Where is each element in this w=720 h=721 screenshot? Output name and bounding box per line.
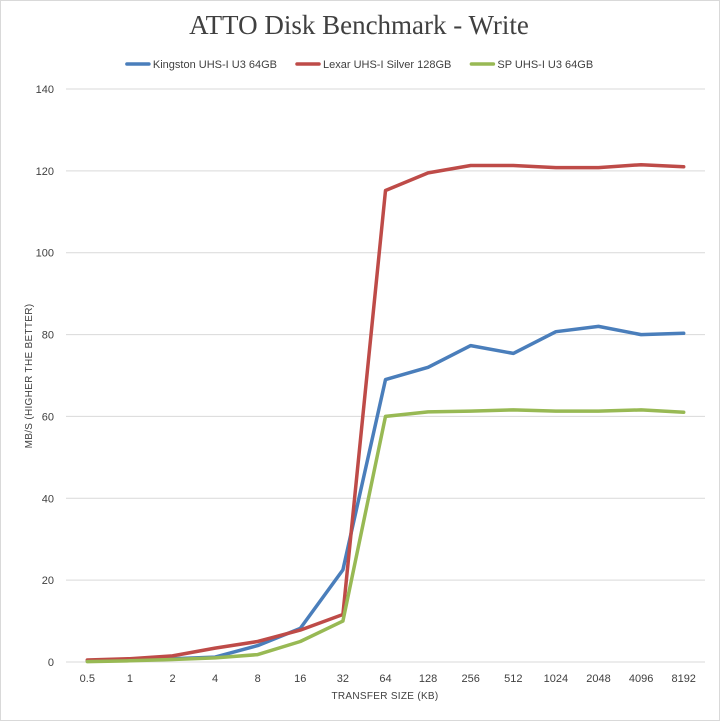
legend-item-kingston-uhs-i-u3-64gb: Kingston UHS-I U3 64GB	[125, 59, 277, 71]
y-tick-label: 140	[36, 84, 54, 96]
x-tick-label: 0.5	[80, 673, 95, 685]
gridlines	[66, 88, 705, 663]
x-tick-label: 2	[169, 673, 175, 685]
y-axis-title: MB/S (HIGHER THE BETTER)	[24, 304, 35, 449]
series-line-kingston-uhs-i-u3-64gb	[85, 324, 686, 663]
x-tick-label: 32	[337, 673, 349, 685]
x-tick-label: 128	[419, 673, 437, 685]
y-tick-label: 60	[42, 411, 54, 423]
series-line-sp-uhs-i-u3-64gb	[85, 408, 686, 664]
y-tick-label: 80	[42, 330, 54, 342]
x-tick-label: 64	[379, 673, 391, 685]
x-tick-label: 8192	[671, 673, 695, 685]
y-tick-label: 20	[42, 575, 54, 587]
x-tick-label: 8	[255, 673, 261, 685]
y-tick-label: 0	[48, 657, 54, 669]
x-tick-label: 1024	[544, 673, 568, 685]
y-tick-label: 100	[36, 248, 54, 260]
series-line-lexar-uhs-i-silver-128gb	[85, 162, 686, 662]
y-tick-label: 120	[36, 166, 54, 178]
x-tick-label: 1	[127, 673, 133, 685]
legend-item-lexar-uhs-i-silver-128gb: Lexar UHS-I Silver 128GB	[295, 59, 451, 71]
x-tick-label: 4	[212, 673, 218, 685]
x-tick-label: 4096	[629, 673, 653, 685]
y-tick-label: 40	[42, 493, 54, 505]
x-tick-label: 512	[504, 673, 522, 685]
x-axis-ticks: 0.5 1 2 4 8 16 32 64 128 256 512 1024 2048 4096 8192	[80, 673, 696, 685]
chart-title: ATTO Disk Benchmark - Write	[189, 10, 529, 40]
x-tick-label: 256	[462, 673, 480, 685]
legend: Kingston UHS-I U3 64GB Lexar UHS-I Silver…	[125, 59, 593, 71]
legend-label: Kingston UHS-I U3 64GB	[153, 59, 277, 71]
y-axis-ticks: 0 20 40 60 80 100 120 140	[36, 84, 54, 669]
legend-item-sp-uhs-i-u3-64gb: SP UHS-I U3 64GB	[469, 59, 593, 71]
x-tick-label: 2048	[586, 673, 610, 685]
legend-label: SP UHS-I U3 64GB	[497, 59, 593, 71]
legend-label: Lexar UHS-I Silver 128GB	[323, 59, 451, 71]
x-tick-label: 16	[294, 673, 306, 685]
series-lines	[85, 162, 686, 664]
x-axis-title: TRANSFER SIZE (KB)	[331, 691, 438, 702]
